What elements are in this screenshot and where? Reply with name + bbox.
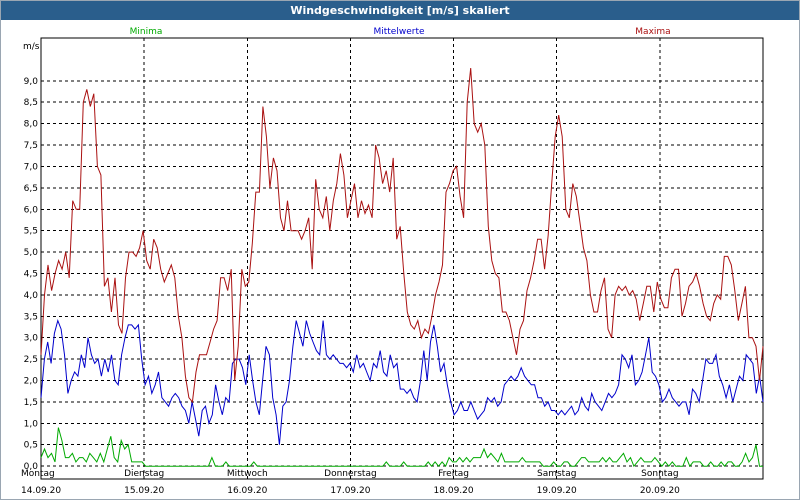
x-day-label: Samstag [537,469,576,479]
y-tick-label: 1,0 [24,419,39,429]
y-tick-label: 6,5 [24,184,38,194]
y-tick-label: 4,5 [24,269,38,279]
x-day-label: Freitag [438,469,469,479]
x-day-label: Sonntag [641,469,678,479]
x-day-label: Mittwoch [227,469,268,479]
y-tick-label: 6,0 [24,205,39,215]
legend-mittelwerte: Mittelwerte [373,27,424,37]
x-date-label: 19.09.20 [537,486,577,496]
x-date-label: 20.09.20 [640,486,680,496]
x-axis-labels: Montag 14.09.20 Dienstag 15.09.20 Mittwoch 16… [21,469,680,496]
series-lines [40,67,764,468]
x-day-label: Dienstag [124,469,164,479]
y-tick-label: 3,0 [24,334,39,344]
y-tick-label: 8,0 [24,120,39,130]
x-date-label: 17.09.20 [330,486,370,496]
y-tick-label: 9,0 [24,77,39,87]
series-line-mittelwerte [40,318,764,445]
y-tick-label: 1,5 [24,398,38,408]
legend-maxima: Maxima [635,27,670,37]
series-line-maxima [40,67,764,404]
legend-minima: Minima [130,27,163,37]
y-tick-label: 4,0 [24,291,39,301]
wind-speed-chart: m/s Minima Mittelwerte Maxima 0,0 0,5 1,0 1… [21,27,764,496]
y-tick-label: 0,5 [24,441,38,451]
y-tick-label: 5,0 [24,248,39,258]
y-tick-label: 8,5 [24,98,38,108]
y-axis-unit-label: m/s [23,42,40,52]
y-tick-label: 7,0 [24,162,39,172]
x-day-label: Donnerstag [324,469,377,479]
x-date-label: 14.09.20 [21,486,61,496]
x-date-label: 16.09.20 [227,486,267,496]
y-tick-label: 3,5 [24,312,38,322]
plot-area [40,37,764,480]
y-tick-label: 7,5 [24,141,38,151]
y-tick-label: 2,5 [24,355,38,365]
y-axis-ticks: 0,0 0,5 1,0 1,5 2,0 2,5 3,0 3,5 4,0 4,5 5,0 5,5 6,0 6… [24,77,39,472]
x-date-label: 15.09.20 [124,486,164,496]
y-tick-label: 0,0 [24,462,39,472]
grid-lines [41,38,763,479]
y-tick-label: 5,5 [24,227,38,237]
series-line-minima [40,427,763,468]
window-title: Windgeschwindigkeit [m/s] skaliert [1,1,799,20]
x-date-label: 18.09.20 [434,486,474,496]
y-tick-label: 2,0 [24,377,39,387]
x-day-label: Montag [21,469,55,479]
